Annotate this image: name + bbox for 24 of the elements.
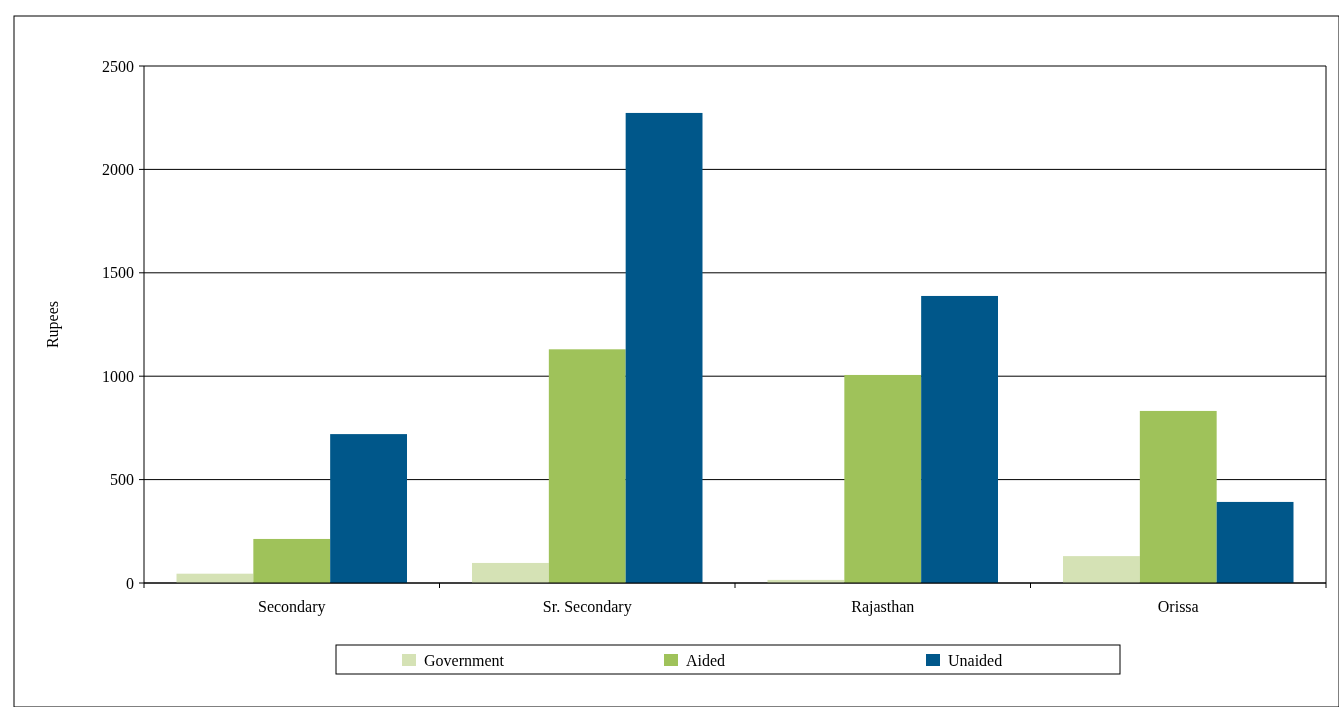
- bar: [253, 538, 331, 583]
- bar: [625, 112, 703, 583]
- bar: [1139, 410, 1217, 583]
- x-tick-label: Sr. Secondary: [542, 598, 632, 616]
- legend-label: Aided: [686, 652, 726, 669]
- y-axis-title: Rupees: [44, 300, 62, 349]
- bar: [472, 562, 549, 583]
- bar: [548, 349, 626, 583]
- bar: [1063, 556, 1140, 583]
- legend-label: Unaided: [948, 652, 1003, 669]
- bar: [921, 295, 998, 583]
- x-tick-label: Secondary: [257, 598, 326, 616]
- bar: [1216, 501, 1294, 583]
- y-tick-label: 2000: [102, 161, 134, 178]
- x-tick-label: Rajasthan: [851, 598, 915, 616]
- y-tick-label: 0: [126, 574, 134, 592]
- bar: [844, 374, 922, 583]
- x-tick-label: Orissa: [1157, 598, 1199, 615]
- y-tick-label: 500: [110, 471, 134, 489]
- y-tick-label: 1500: [102, 264, 134, 282]
- bar: [330, 434, 407, 583]
- legend-label: Government: [424, 652, 505, 669]
- y-tick-label: 1000: [102, 367, 134, 385]
- y-tick-label: 2500: [102, 57, 134, 75]
